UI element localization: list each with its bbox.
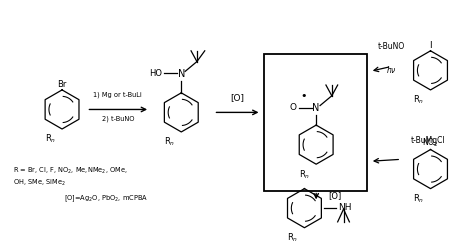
Text: N: N bbox=[312, 103, 320, 113]
Text: R$_n$: R$_n$ bbox=[164, 136, 175, 148]
Text: R$_n$: R$_n$ bbox=[287, 232, 298, 244]
Text: [O]=Ag$_2$O, PbO$_2$, mCPBA: [O]=Ag$_2$O, PbO$_2$, mCPBA bbox=[64, 194, 148, 204]
Text: NH: NH bbox=[337, 203, 351, 212]
Text: R$_n$: R$_n$ bbox=[299, 168, 310, 181]
Text: R$_n$: R$_n$ bbox=[413, 193, 424, 205]
Text: HO: HO bbox=[149, 69, 162, 78]
Text: 1) Mg or t-BuLi: 1) Mg or t-BuLi bbox=[93, 91, 142, 98]
Text: •: • bbox=[300, 91, 307, 101]
Text: NO$_2$: NO$_2$ bbox=[422, 136, 439, 149]
Text: [O]: [O] bbox=[230, 94, 244, 103]
Text: t-BuMgCl: t-BuMgCl bbox=[411, 136, 446, 145]
Text: OH, SMe, SiMe$_2$: OH, SMe, SiMe$_2$ bbox=[13, 178, 66, 188]
Text: N: N bbox=[178, 69, 185, 79]
Text: R = Br, Cl, F, NO$_2$, Me,NMe$_2$, OMe,: R = Br, Cl, F, NO$_2$, Me,NMe$_2$, OMe, bbox=[13, 166, 128, 176]
Text: 2) t-BuNO: 2) t-BuNO bbox=[101, 115, 134, 122]
Text: O: O bbox=[290, 103, 297, 112]
Text: t-BuNO: t-BuNO bbox=[378, 42, 405, 51]
Text: Br: Br bbox=[57, 80, 67, 89]
Text: hν: hν bbox=[387, 66, 396, 76]
Text: R$_n$: R$_n$ bbox=[413, 94, 424, 106]
Bar bbox=[264, 54, 367, 191]
Text: R$_n$: R$_n$ bbox=[45, 133, 56, 145]
Text: I: I bbox=[429, 41, 432, 50]
Text: [O]: [O] bbox=[328, 191, 341, 200]
